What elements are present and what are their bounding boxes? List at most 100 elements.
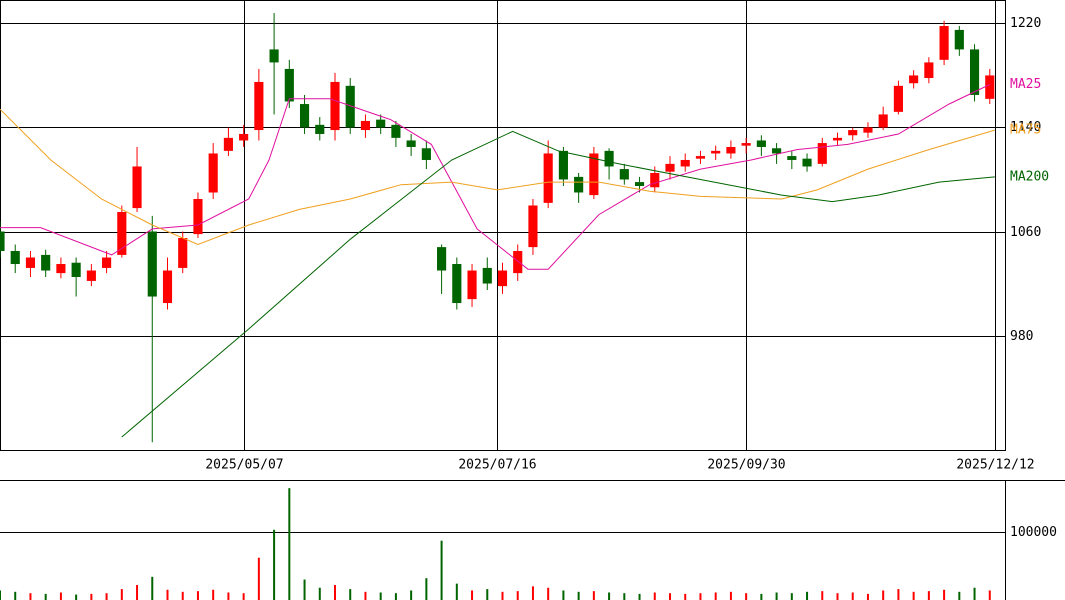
volume-bar bbox=[775, 592, 778, 600]
volume-bar bbox=[196, 591, 199, 600]
volume-bar bbox=[790, 593, 793, 600]
volume-bar bbox=[806, 591, 809, 600]
volume-bar bbox=[516, 591, 519, 600]
volume-bar bbox=[181, 591, 184, 600]
candle-body bbox=[437, 247, 447, 271]
candle-body bbox=[680, 159, 690, 167]
volume-bar bbox=[745, 593, 748, 600]
candle-body bbox=[832, 137, 843, 141]
candle-body bbox=[421, 148, 431, 160]
volume-bar bbox=[29, 593, 32, 600]
volume-bar bbox=[592, 591, 595, 600]
volume-bar bbox=[105, 593, 108, 600]
volume-bar bbox=[882, 590, 885, 600]
price-frame bbox=[0, 0, 1006, 451]
candle-body bbox=[665, 163, 675, 172]
x-tick-label: 2025/07/16 bbox=[458, 458, 536, 473]
candle-body bbox=[969, 49, 980, 95]
volume-bar bbox=[273, 529, 276, 600]
volume-bar bbox=[364, 591, 367, 600]
volume-bar bbox=[349, 589, 352, 600]
volume-bar bbox=[440, 540, 443, 600]
candle-body bbox=[619, 169, 629, 180]
volume-bar bbox=[257, 557, 260, 600]
volume-bar bbox=[136, 585, 139, 600]
candle-body bbox=[985, 75, 995, 99]
candle-body bbox=[848, 130, 858, 136]
candle-body bbox=[345, 85, 355, 128]
candle-body bbox=[558, 150, 568, 180]
candle-body bbox=[162, 270, 173, 304]
volume-bar bbox=[988, 590, 991, 600]
y-tick-label: 1220 bbox=[1010, 16, 1041, 31]
candle-body bbox=[56, 264, 66, 274]
candle-body bbox=[772, 148, 782, 154]
candle-body bbox=[208, 153, 218, 193]
legend-entry: MA200 bbox=[1010, 169, 1049, 184]
volume-bar bbox=[318, 587, 321, 600]
volume-bar bbox=[760, 593, 763, 600]
candle-body bbox=[41, 254, 51, 271]
legend-entry: MA75 bbox=[1010, 123, 1041, 138]
candle-body bbox=[452, 264, 462, 304]
candle-body bbox=[497, 270, 508, 287]
volume-bar bbox=[958, 591, 961, 600]
volume-bar bbox=[608, 592, 611, 600]
candle-body bbox=[406, 140, 416, 147]
volume-bar bbox=[242, 593, 245, 600]
candle-body bbox=[25, 257, 36, 268]
ma-line bbox=[121, 130, 995, 438]
candle-body bbox=[239, 133, 249, 141]
candle-body bbox=[695, 156, 706, 159]
volume-bar bbox=[120, 589, 123, 600]
volume-bar bbox=[166, 589, 169, 600]
volume-bar bbox=[653, 592, 656, 600]
volume-bar bbox=[927, 591, 930, 600]
volume-bar bbox=[638, 593, 641, 600]
candle-body bbox=[0, 231, 5, 252]
volume-bar bbox=[486, 589, 489, 600]
volume-bar bbox=[531, 586, 534, 600]
volume-bar bbox=[75, 594, 78, 600]
x-tick-label: 2025/05/07 bbox=[205, 458, 283, 473]
candle-body bbox=[909, 75, 919, 84]
volume-bar bbox=[227, 592, 230, 600]
candle-body bbox=[376, 119, 386, 128]
candle-body bbox=[117, 211, 127, 255]
volume-bar bbox=[851, 592, 854, 600]
candle-body bbox=[817, 143, 827, 164]
volume-bar bbox=[59, 592, 62, 600]
candle-body bbox=[193, 198, 203, 235]
candle-body bbox=[634, 182, 645, 186]
candle-body bbox=[132, 166, 142, 209]
volume-bar bbox=[410, 590, 413, 600]
candle-body bbox=[147, 231, 157, 297]
volume-bar bbox=[821, 591, 824, 600]
ma-line bbox=[0, 108, 995, 246]
candle-body bbox=[802, 158, 812, 167]
candle-body bbox=[299, 104, 310, 128]
candle-body bbox=[71, 262, 81, 278]
candle-body bbox=[391, 124, 401, 138]
volume-bar bbox=[912, 591, 915, 600]
volume-bar bbox=[471, 590, 474, 600]
volume-bar bbox=[684, 593, 687, 600]
candle-body bbox=[223, 137, 233, 151]
candle-body bbox=[756, 140, 766, 147]
volume-bar bbox=[455, 583, 458, 600]
volume-bar bbox=[669, 593, 671, 600]
volume-bar bbox=[729, 591, 732, 600]
x-tick-label: 2025/12/12 bbox=[956, 458, 1034, 473]
candle-body bbox=[467, 270, 477, 300]
candle-body bbox=[954, 29, 964, 50]
y-tick-label: 1140 bbox=[1010, 120, 1041, 135]
ma-line bbox=[0, 84, 991, 270]
candle-body bbox=[330, 81, 340, 131]
volume-bar bbox=[577, 591, 580, 600]
volume-bar bbox=[562, 590, 565, 600]
volume-bar bbox=[623, 593, 626, 600]
volume-bar bbox=[303, 579, 306, 600]
volume-bar bbox=[0, 590, 1, 600]
candle-body bbox=[360, 120, 371, 131]
